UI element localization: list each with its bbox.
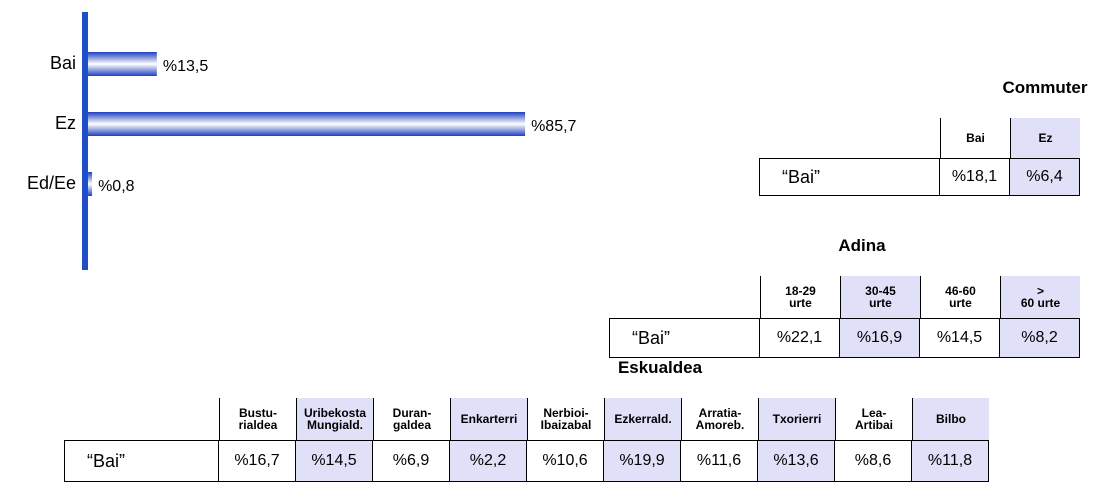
column-header: Bilbo bbox=[912, 398, 989, 440]
column-header: Uribekosta Mungiald. bbox=[296, 398, 373, 440]
row-label: “Bai” bbox=[759, 158, 940, 196]
table-cell: %11,6 bbox=[680, 440, 758, 482]
axis bbox=[82, 12, 88, 270]
table-cell: %10,6 bbox=[526, 440, 604, 482]
column-header: Enkarterri bbox=[450, 398, 527, 440]
table-cell: %6,9 bbox=[372, 440, 450, 482]
row-label: “Bai” bbox=[64, 440, 219, 482]
table-title: Eskualdea bbox=[617, 358, 703, 377]
table-title: Commuter bbox=[1002, 78, 1088, 97]
table-cell: %2,2 bbox=[449, 440, 527, 482]
table-cell: %16,7 bbox=[218, 440, 296, 482]
column-header: Ezkerrald. bbox=[604, 398, 681, 440]
data-label: %85,7 bbox=[531, 118, 576, 135]
data-label: %13,5 bbox=[163, 58, 208, 75]
table-title: Adina bbox=[838, 236, 886, 255]
column-header: > 60 urte bbox=[1000, 276, 1080, 318]
column-header: 18-29 urte bbox=[760, 276, 840, 318]
column-header: Bai bbox=[940, 118, 1010, 158]
column-header: Bustu- rialdea bbox=[219, 398, 296, 440]
table-cell: %11,8 bbox=[911, 440, 989, 482]
column-header: Nerbioi- Ibaizabal bbox=[527, 398, 604, 440]
column-header: 30-45 urte bbox=[840, 276, 920, 318]
column-header: Arratia- Amoreb. bbox=[681, 398, 758, 440]
bar-chart: Bai %13,5 Ez %85,7 Ed/Ee %0,8 bbox=[27, 12, 577, 270]
bar bbox=[88, 52, 157, 76]
table-cell: %16,9 bbox=[839, 318, 920, 358]
y-tick-label: Ez bbox=[55, 113, 76, 133]
column-header: Ez bbox=[1010, 118, 1080, 158]
table-cell: %8,6 bbox=[834, 440, 912, 482]
column-header: 46-60 urte bbox=[920, 276, 1000, 318]
table-cell: %22,1 bbox=[759, 318, 840, 358]
data-label: %0,8 bbox=[98, 178, 135, 195]
table-cell: %18,1 bbox=[939, 158, 1010, 196]
bar bbox=[88, 172, 93, 196]
y-tick-label: Ed/Ee bbox=[27, 173, 76, 193]
column-header: Txorierri bbox=[758, 398, 835, 440]
table-cell: %14,5 bbox=[295, 440, 373, 482]
row-label: “Bai” bbox=[609, 318, 760, 358]
table-cell: %8,2 bbox=[999, 318, 1080, 358]
table-cell: %13,6 bbox=[757, 440, 835, 482]
table-cell: %6,4 bbox=[1009, 158, 1080, 196]
column-header: Lea- Artibai bbox=[835, 398, 912, 440]
column-header: Duran- galdea bbox=[373, 398, 450, 440]
table-cell: %19,9 bbox=[603, 440, 681, 482]
table-cell: %14,5 bbox=[919, 318, 1000, 358]
y-tick-label: Bai bbox=[50, 53, 76, 73]
bar bbox=[88, 112, 526, 136]
